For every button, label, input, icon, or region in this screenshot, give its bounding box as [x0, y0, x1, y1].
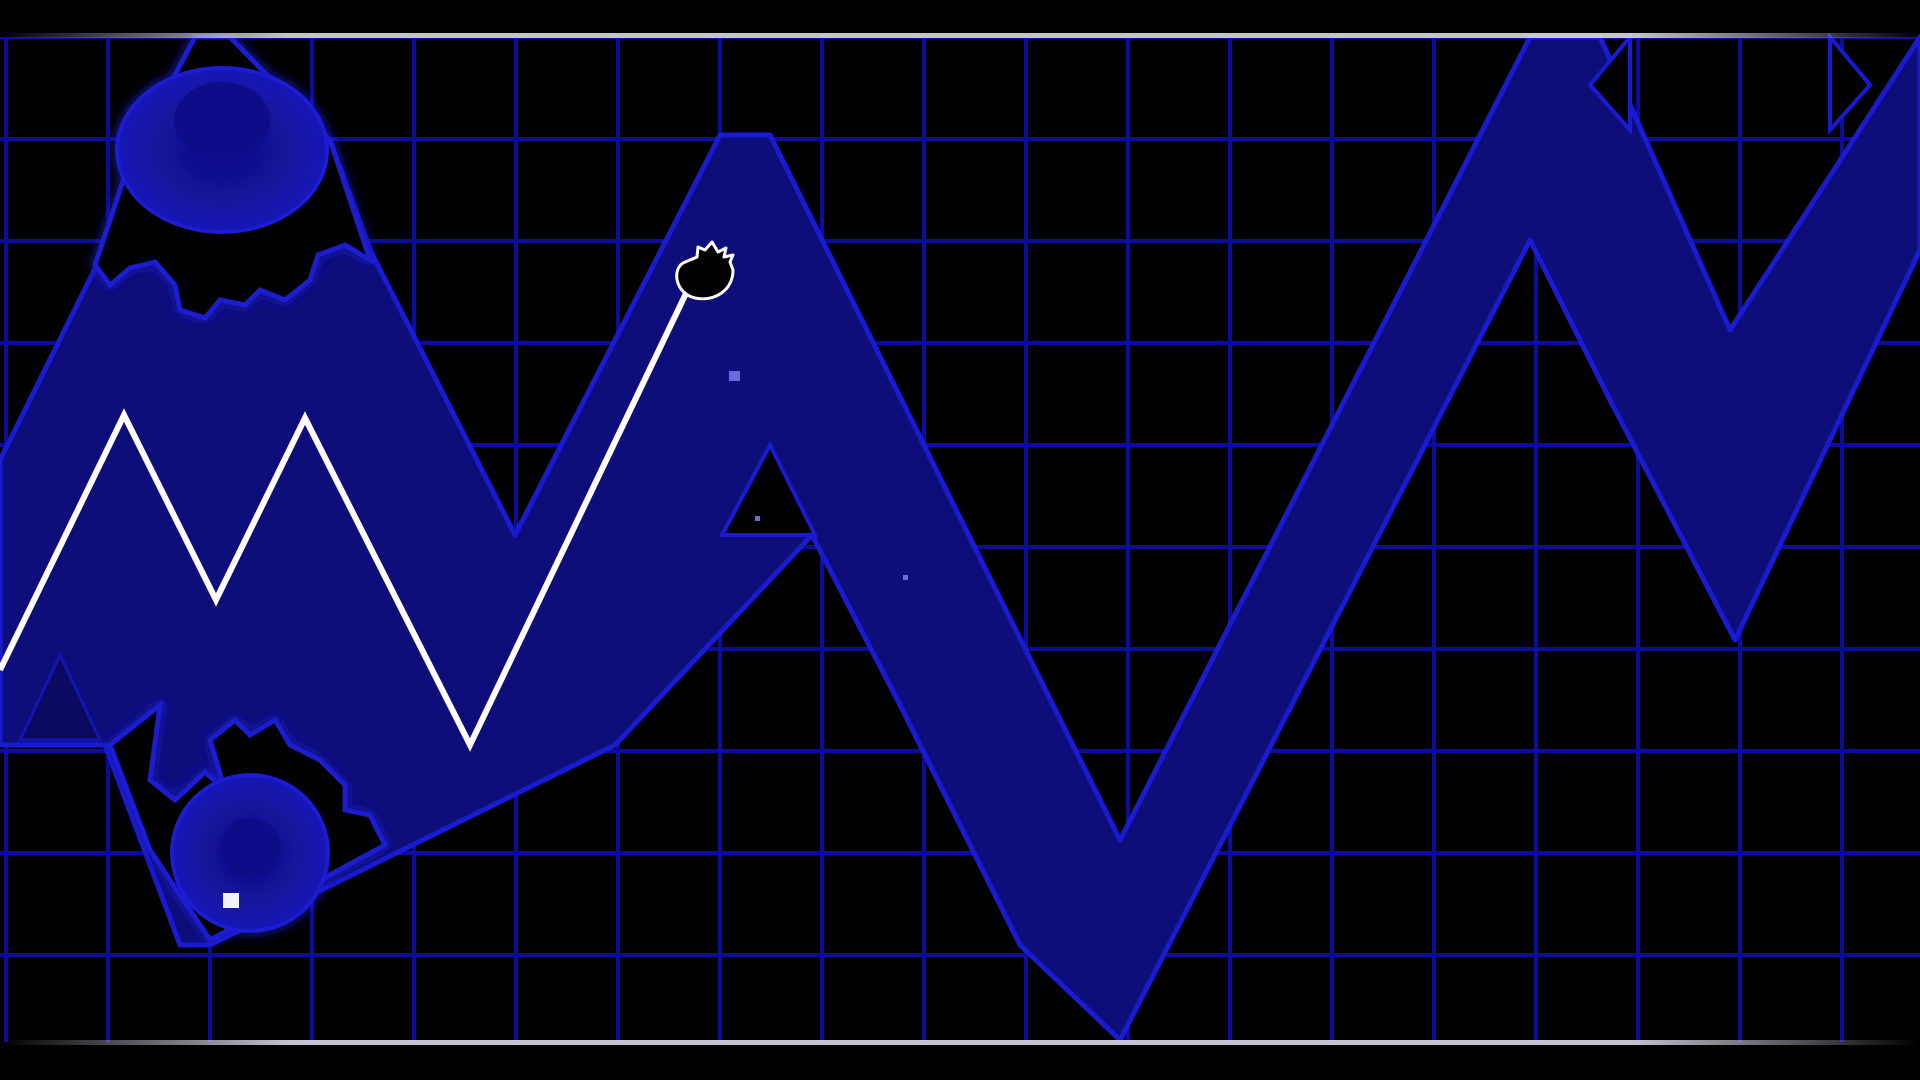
gear-saw-top [92, 34, 375, 321]
top-border [0, 33, 1920, 38]
corner-spike-left [1587, 31, 1632, 136]
corner-spike-right [1828, 31, 1873, 136]
gear-saw-bottom [107, 699, 389, 944]
wave-trail [0, 283, 693, 752]
particle [903, 575, 908, 580]
letterbox-bottom [0, 1045, 1920, 1080]
particle [729, 371, 740, 381]
particle [755, 516, 760, 521]
wave-player-icon [675, 240, 735, 301]
letterbox-top [0, 0, 1920, 33]
corridor-notch [718, 440, 819, 537]
particle [223, 893, 239, 908]
corridor-notch-left [17, 651, 103, 742]
bottom-border [0, 1040, 1920, 1045]
